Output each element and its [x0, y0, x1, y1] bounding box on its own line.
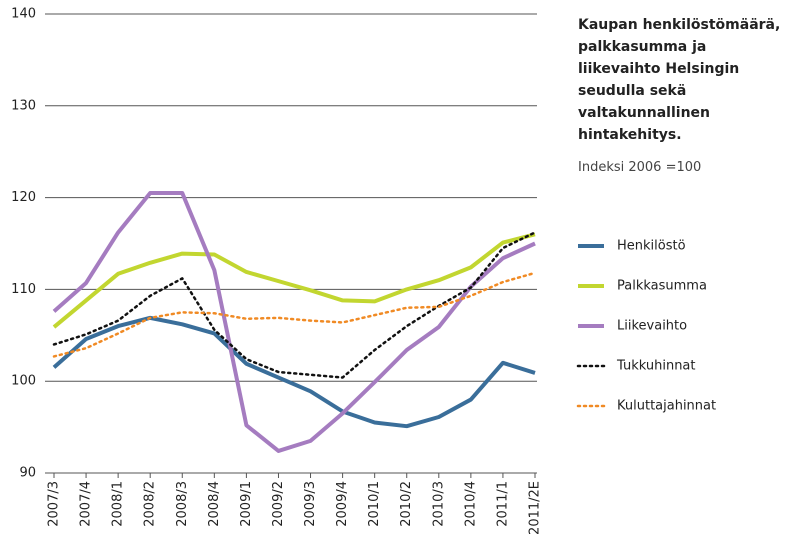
- x-tick-label: 2007/4: [79, 481, 94, 527]
- series-line: [52, 271, 537, 358]
- legend-label: Liikevaihto: [617, 319, 687, 334]
- x-tick-label: 2011/2E: [528, 481, 543, 535]
- x-tick-label: 2009/4: [335, 481, 350, 527]
- x-tick-label: 2007/3: [47, 481, 62, 527]
- x-tick-label: 2010/4: [463, 481, 478, 527]
- series-line: [52, 231, 537, 379]
- legend-label: Kuluttajahinnat: [617, 399, 716, 414]
- legend-label: Henkilöstö: [617, 239, 686, 254]
- x-tick-label: 2008/4: [207, 481, 222, 527]
- x-tick-label: 2009/3: [303, 481, 318, 527]
- series-line: [52, 191, 536, 453]
- x-tick-label: 2008/1: [111, 481, 126, 527]
- legend-label: Palkkasumma: [617, 279, 707, 294]
- legend-label: Tukkuhinnat: [616, 359, 696, 374]
- x-tick-label: 2008/3: [175, 481, 190, 527]
- x-tick-label: 2011/1: [495, 481, 510, 527]
- y-tick-label: 110: [11, 282, 36, 297]
- x-tick-label: 2010/3: [431, 481, 446, 527]
- chart-title: Kaupan henkilöstömäärä, palkkasumma ja l…: [578, 17, 781, 143]
- series-line: [52, 232, 536, 329]
- x-tick-label: 2008/2: [143, 481, 158, 527]
- y-tick-label: 120: [11, 190, 36, 205]
- x-tick-label: 2010/1: [367, 481, 382, 527]
- series-line: [52, 315, 536, 429]
- y-tick-label: 130: [11, 98, 36, 113]
- y-tick-label: 100: [11, 374, 36, 389]
- x-tick-label: 2010/2: [399, 481, 414, 527]
- y-tick-label: 140: [11, 7, 36, 22]
- x-tick-label: 2009/1: [239, 481, 254, 527]
- y-tick-label: 90: [19, 466, 36, 481]
- x-tick-label: 2009/2: [271, 481, 286, 527]
- chart-subtitle: Indeksi 2006 =100: [578, 160, 702, 175]
